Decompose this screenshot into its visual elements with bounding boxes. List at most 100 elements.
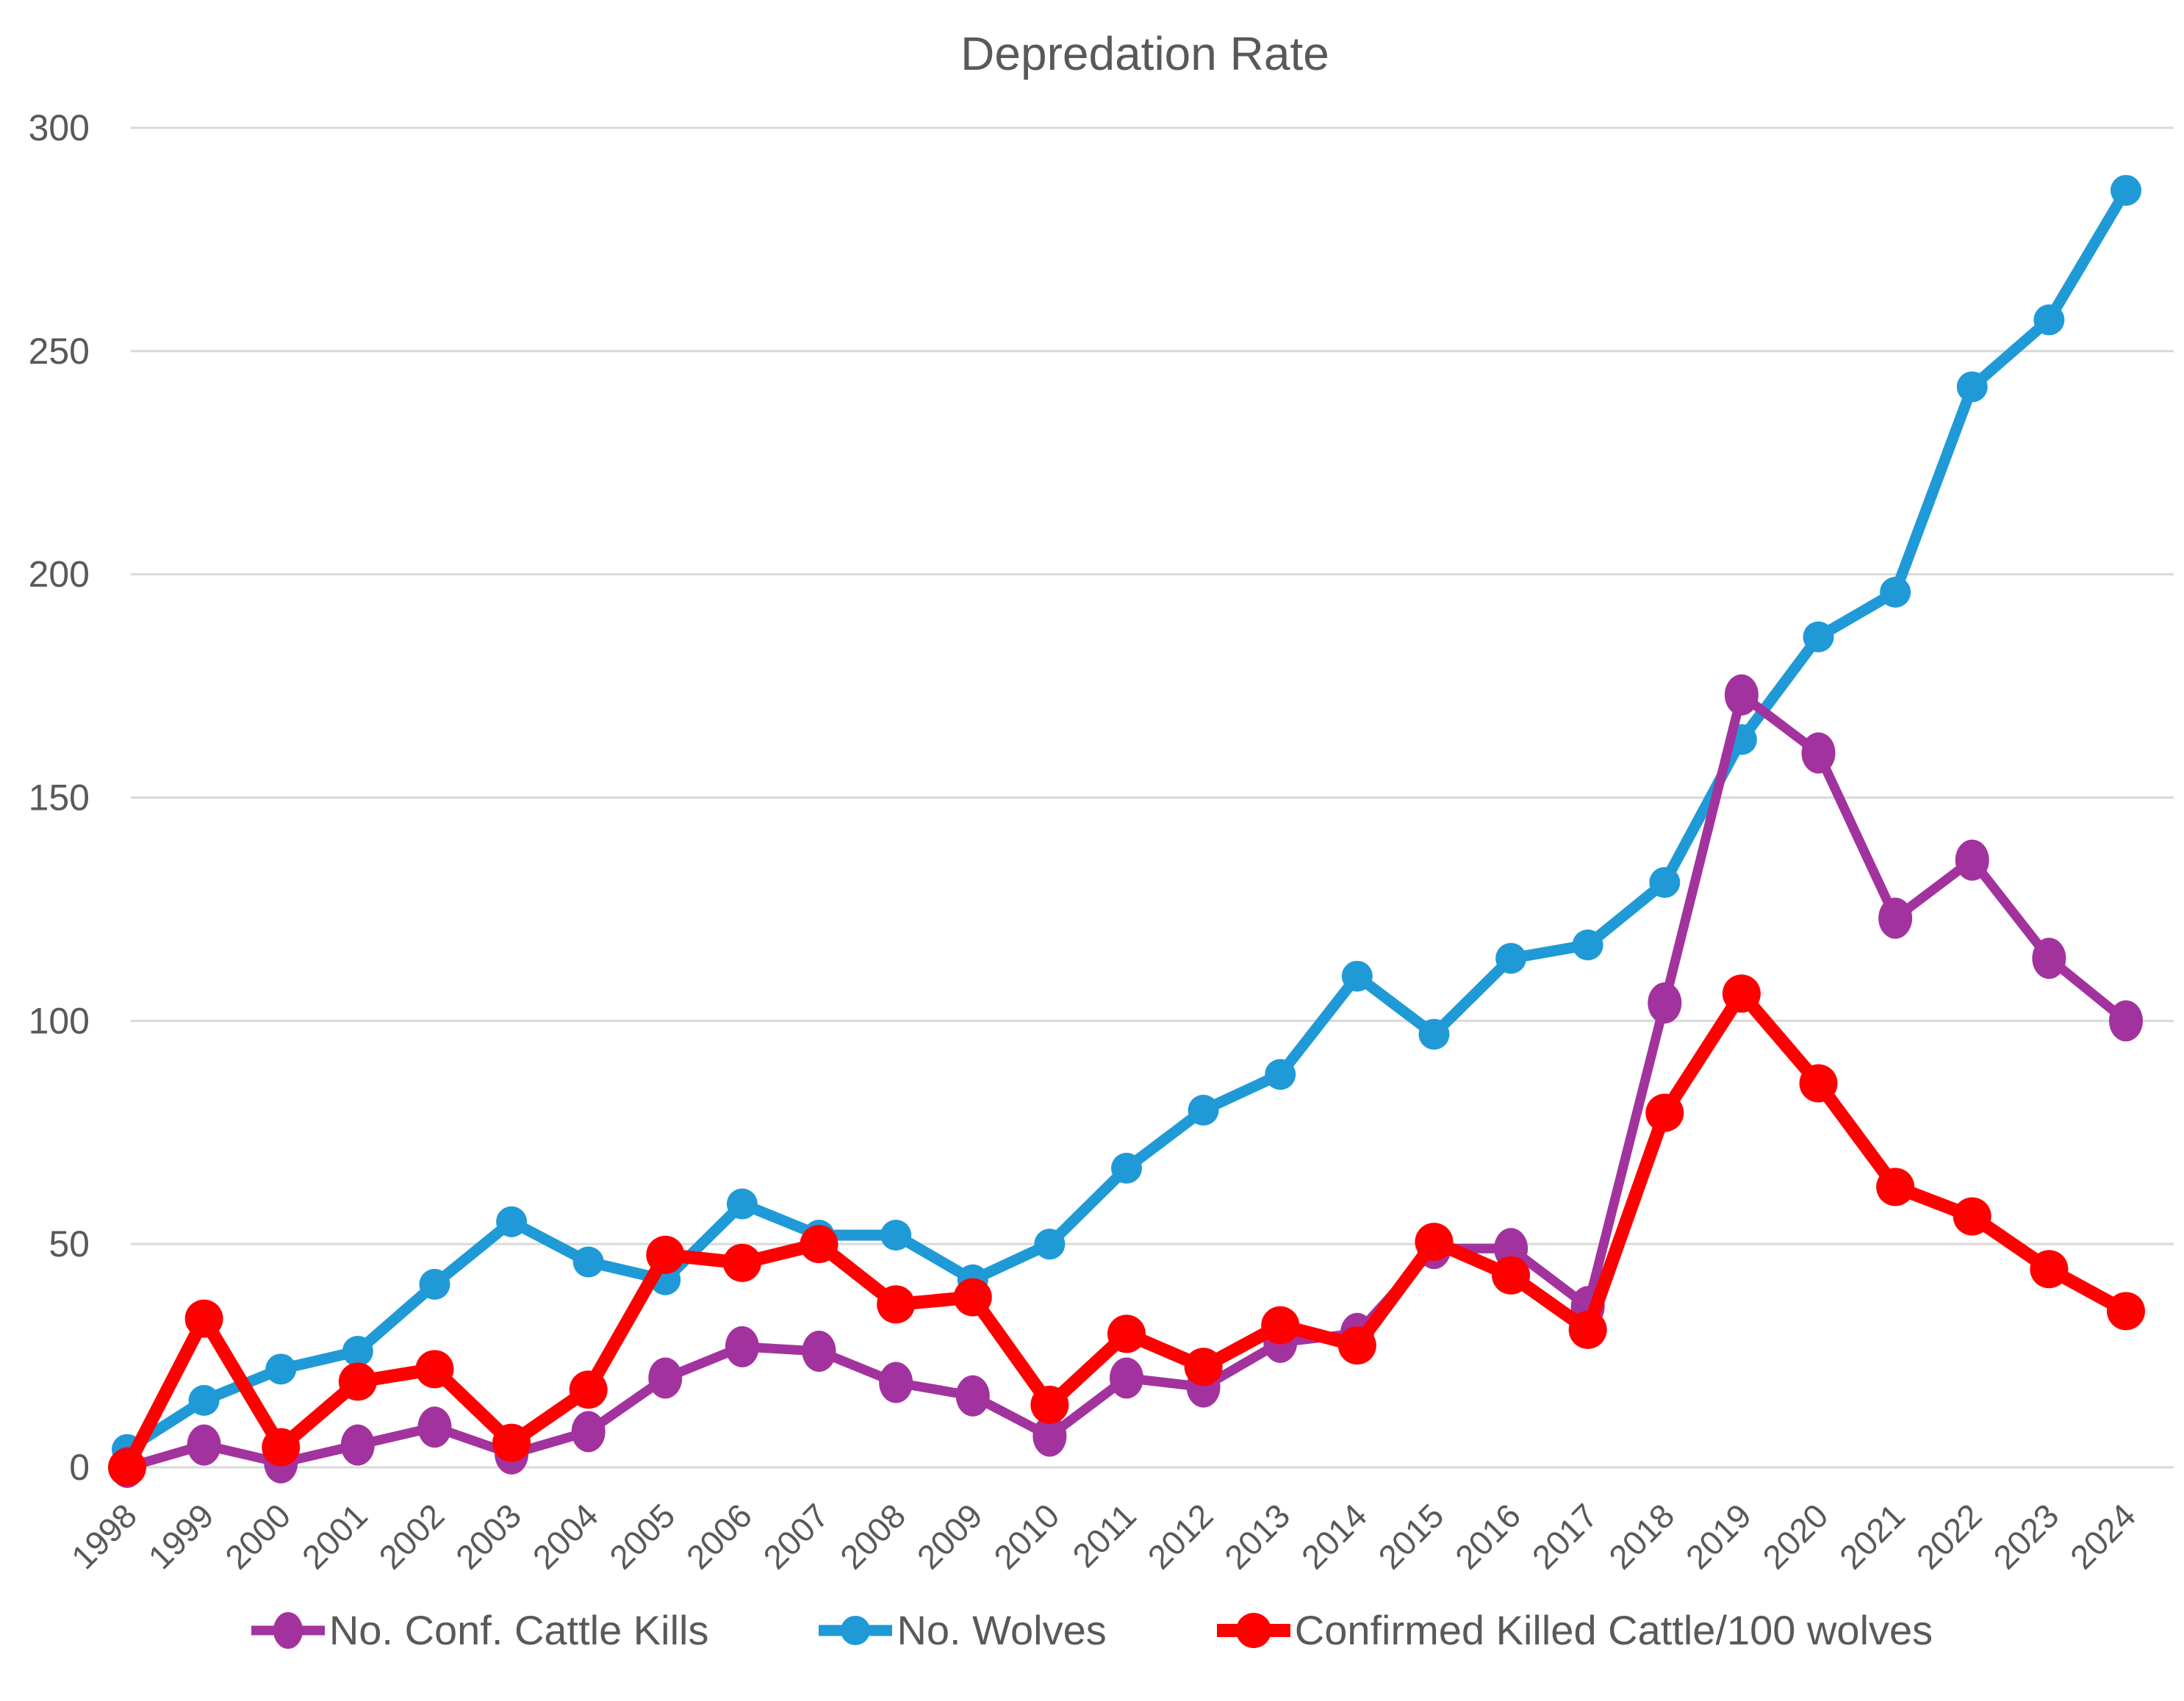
series-line-1	[121, 184, 2132, 1456]
x-tick-label-2010: 2010	[986, 1496, 1066, 1576]
x-tick-label-2016: 2016	[1448, 1496, 1528, 1576]
data-point-s1-2001	[342, 1336, 373, 1367]
x-tick-label-2014: 2014	[1294, 1496, 1374, 1576]
legend-marker-icon	[251, 1611, 325, 1649]
x-tick-label-2001: 2001	[295, 1496, 375, 1576]
data-point-s1-2013	[1265, 1059, 1296, 1090]
legend-item-1: No. Wolves	[819, 1606, 1107, 1654]
x-tick-label-2005: 2005	[602, 1496, 682, 1576]
data-point-s1-2006	[726, 1188, 758, 1220]
x-tick-label-1999: 1999	[141, 1496, 221, 1576]
legend-label: No. Conf. Cattle Kills	[328, 1607, 709, 1653]
data-point-s2-2007	[800, 1225, 838, 1264]
data-point-s0-2011	[1110, 1357, 1143, 1399]
legend-label: Confirmed Killed Cattle/100 wolves	[1294, 1607, 1933, 1653]
y-tick-label-100: 100	[29, 1000, 90, 1041]
data-point-s1-2023	[2033, 304, 2065, 336]
x-tick-label-2018: 2018	[1601, 1496, 1681, 1576]
data-point-s1-2000	[265, 1353, 297, 1385]
x-tick-label-1998: 1998	[64, 1496, 144, 1576]
legend-item-0: No. Conf. Cattle Kills	[251, 1606, 709, 1654]
y-tick-label-50: 50	[49, 1223, 90, 1265]
data-point-s2-2021	[1876, 1168, 1915, 1206]
data-point-s2-2012	[1184, 1348, 1223, 1387]
x-tick-label-2023: 2023	[1986, 1496, 2066, 1576]
y-tick-label-0: 0	[69, 1447, 90, 1488]
y-tick-label-150: 150	[29, 777, 90, 819]
data-point-s2-2018	[1645, 1093, 1684, 1132]
data-point-s0-2019	[1724, 674, 1759, 716]
data-point-s1-2021	[1880, 576, 1911, 608]
legend-marker-icon	[819, 1615, 893, 1645]
data-point-s1-2011	[1111, 1152, 1142, 1184]
data-point-s2-2011	[1107, 1315, 1146, 1353]
x-tick-label-2013: 2013	[1217, 1496, 1297, 1576]
x-tick-label-2015: 2015	[1371, 1496, 1451, 1576]
legend-marker-icon	[1216, 1612, 1290, 1648]
y-tick-label-250: 250	[29, 331, 90, 372]
data-point-s1-2015	[1418, 1018, 1450, 1050]
data-point-s1-2016	[1495, 943, 1527, 974]
data-point-s0-2024	[2109, 1000, 2143, 1042]
data-point-s0-2020	[1801, 732, 1836, 774]
legend-label: No. Wolves	[897, 1607, 1107, 1653]
data-point-s2-2019	[1722, 974, 1761, 1013]
data-point-s0-1999	[187, 1424, 221, 1466]
data-point-s0-2006	[725, 1326, 759, 1367]
x-tick-label-2006: 2006	[679, 1496, 759, 1576]
x-tick-label-2024: 2024	[2063, 1496, 2143, 1576]
data-point-s0-2008	[879, 1362, 913, 1403]
x-tick-label-2020: 2020	[1755, 1496, 1835, 1576]
x-tick-label-2002: 2002	[371, 1496, 451, 1576]
data-point-s2-2009	[953, 1278, 992, 1317]
data-point-s2-2000	[262, 1428, 301, 1467]
x-tick-label-2019: 2019	[1678, 1496, 1759, 1576]
data-point-s2-1999	[184, 1299, 223, 1338]
data-point-s0-2007	[802, 1331, 836, 1373]
data-point-s1-2017	[1572, 929, 1603, 961]
y-tick-label-200: 200	[29, 554, 90, 595]
data-point-s0-2018	[1648, 982, 1682, 1024]
y-tick-label-300: 300	[29, 107, 90, 148]
data-point-s2-2015	[1415, 1223, 1454, 1262]
data-point-s1-2008	[880, 1220, 912, 1251]
x-tick-label-2007: 2007	[755, 1496, 836, 1576]
data-point-s0-2002	[417, 1406, 452, 1448]
data-point-s1-2020	[1803, 621, 1834, 652]
data-point-s2-2004	[569, 1370, 608, 1409]
data-point-s2-2022	[1953, 1197, 1991, 1236]
x-tick-label-2011: 2011	[1065, 1496, 1143, 1575]
legend-item-2: Confirmed Killed Cattle/100 wolves	[1216, 1606, 1933, 1654]
x-tick-label-2017: 2017	[1525, 1496, 1605, 1576]
data-point-s2-2006	[722, 1243, 761, 1282]
data-point-s1-2010	[1034, 1229, 1066, 1260]
data-point-s0-2004	[571, 1411, 606, 1453]
data-point-s2-2001	[338, 1362, 377, 1401]
data-point-s2-2014	[1337, 1326, 1376, 1365]
data-point-s0-2022	[1955, 839, 1989, 881]
x-tick-label-2009: 2009	[910, 1496, 990, 1576]
data-point-s1-1999	[188, 1384, 220, 1416]
x-tick-label-2021: 2021	[1832, 1496, 1912, 1576]
data-point-s1-2018	[1649, 866, 1681, 898]
x-tick-label-2003: 2003	[448, 1496, 528, 1576]
data-point-s2-2003	[492, 1423, 531, 1462]
data-point-s2-2008	[877, 1285, 916, 1324]
data-point-s0-2001	[340, 1424, 375, 1466]
data-point-s2-2005	[646, 1235, 685, 1274]
data-point-s1-2003	[496, 1206, 528, 1237]
data-point-s1-2022	[1956, 371, 1988, 403]
x-tick-label-2000: 2000	[218, 1496, 298, 1576]
chart-title: Depredation Rate	[960, 27, 1329, 80]
data-point-s0-2021	[1878, 897, 1913, 939]
x-tick-label-2004: 2004	[525, 1496, 606, 1576]
data-point-s2-1998	[108, 1448, 146, 1486]
data-point-s2-2023	[2030, 1250, 2069, 1289]
data-point-s2-2024	[2107, 1292, 2145, 1331]
data-point-s2-2020	[1799, 1064, 1838, 1103]
data-point-s0-2005	[648, 1357, 683, 1399]
data-point-s0-2009	[955, 1375, 990, 1417]
data-point-s1-2024	[2111, 175, 2141, 206]
